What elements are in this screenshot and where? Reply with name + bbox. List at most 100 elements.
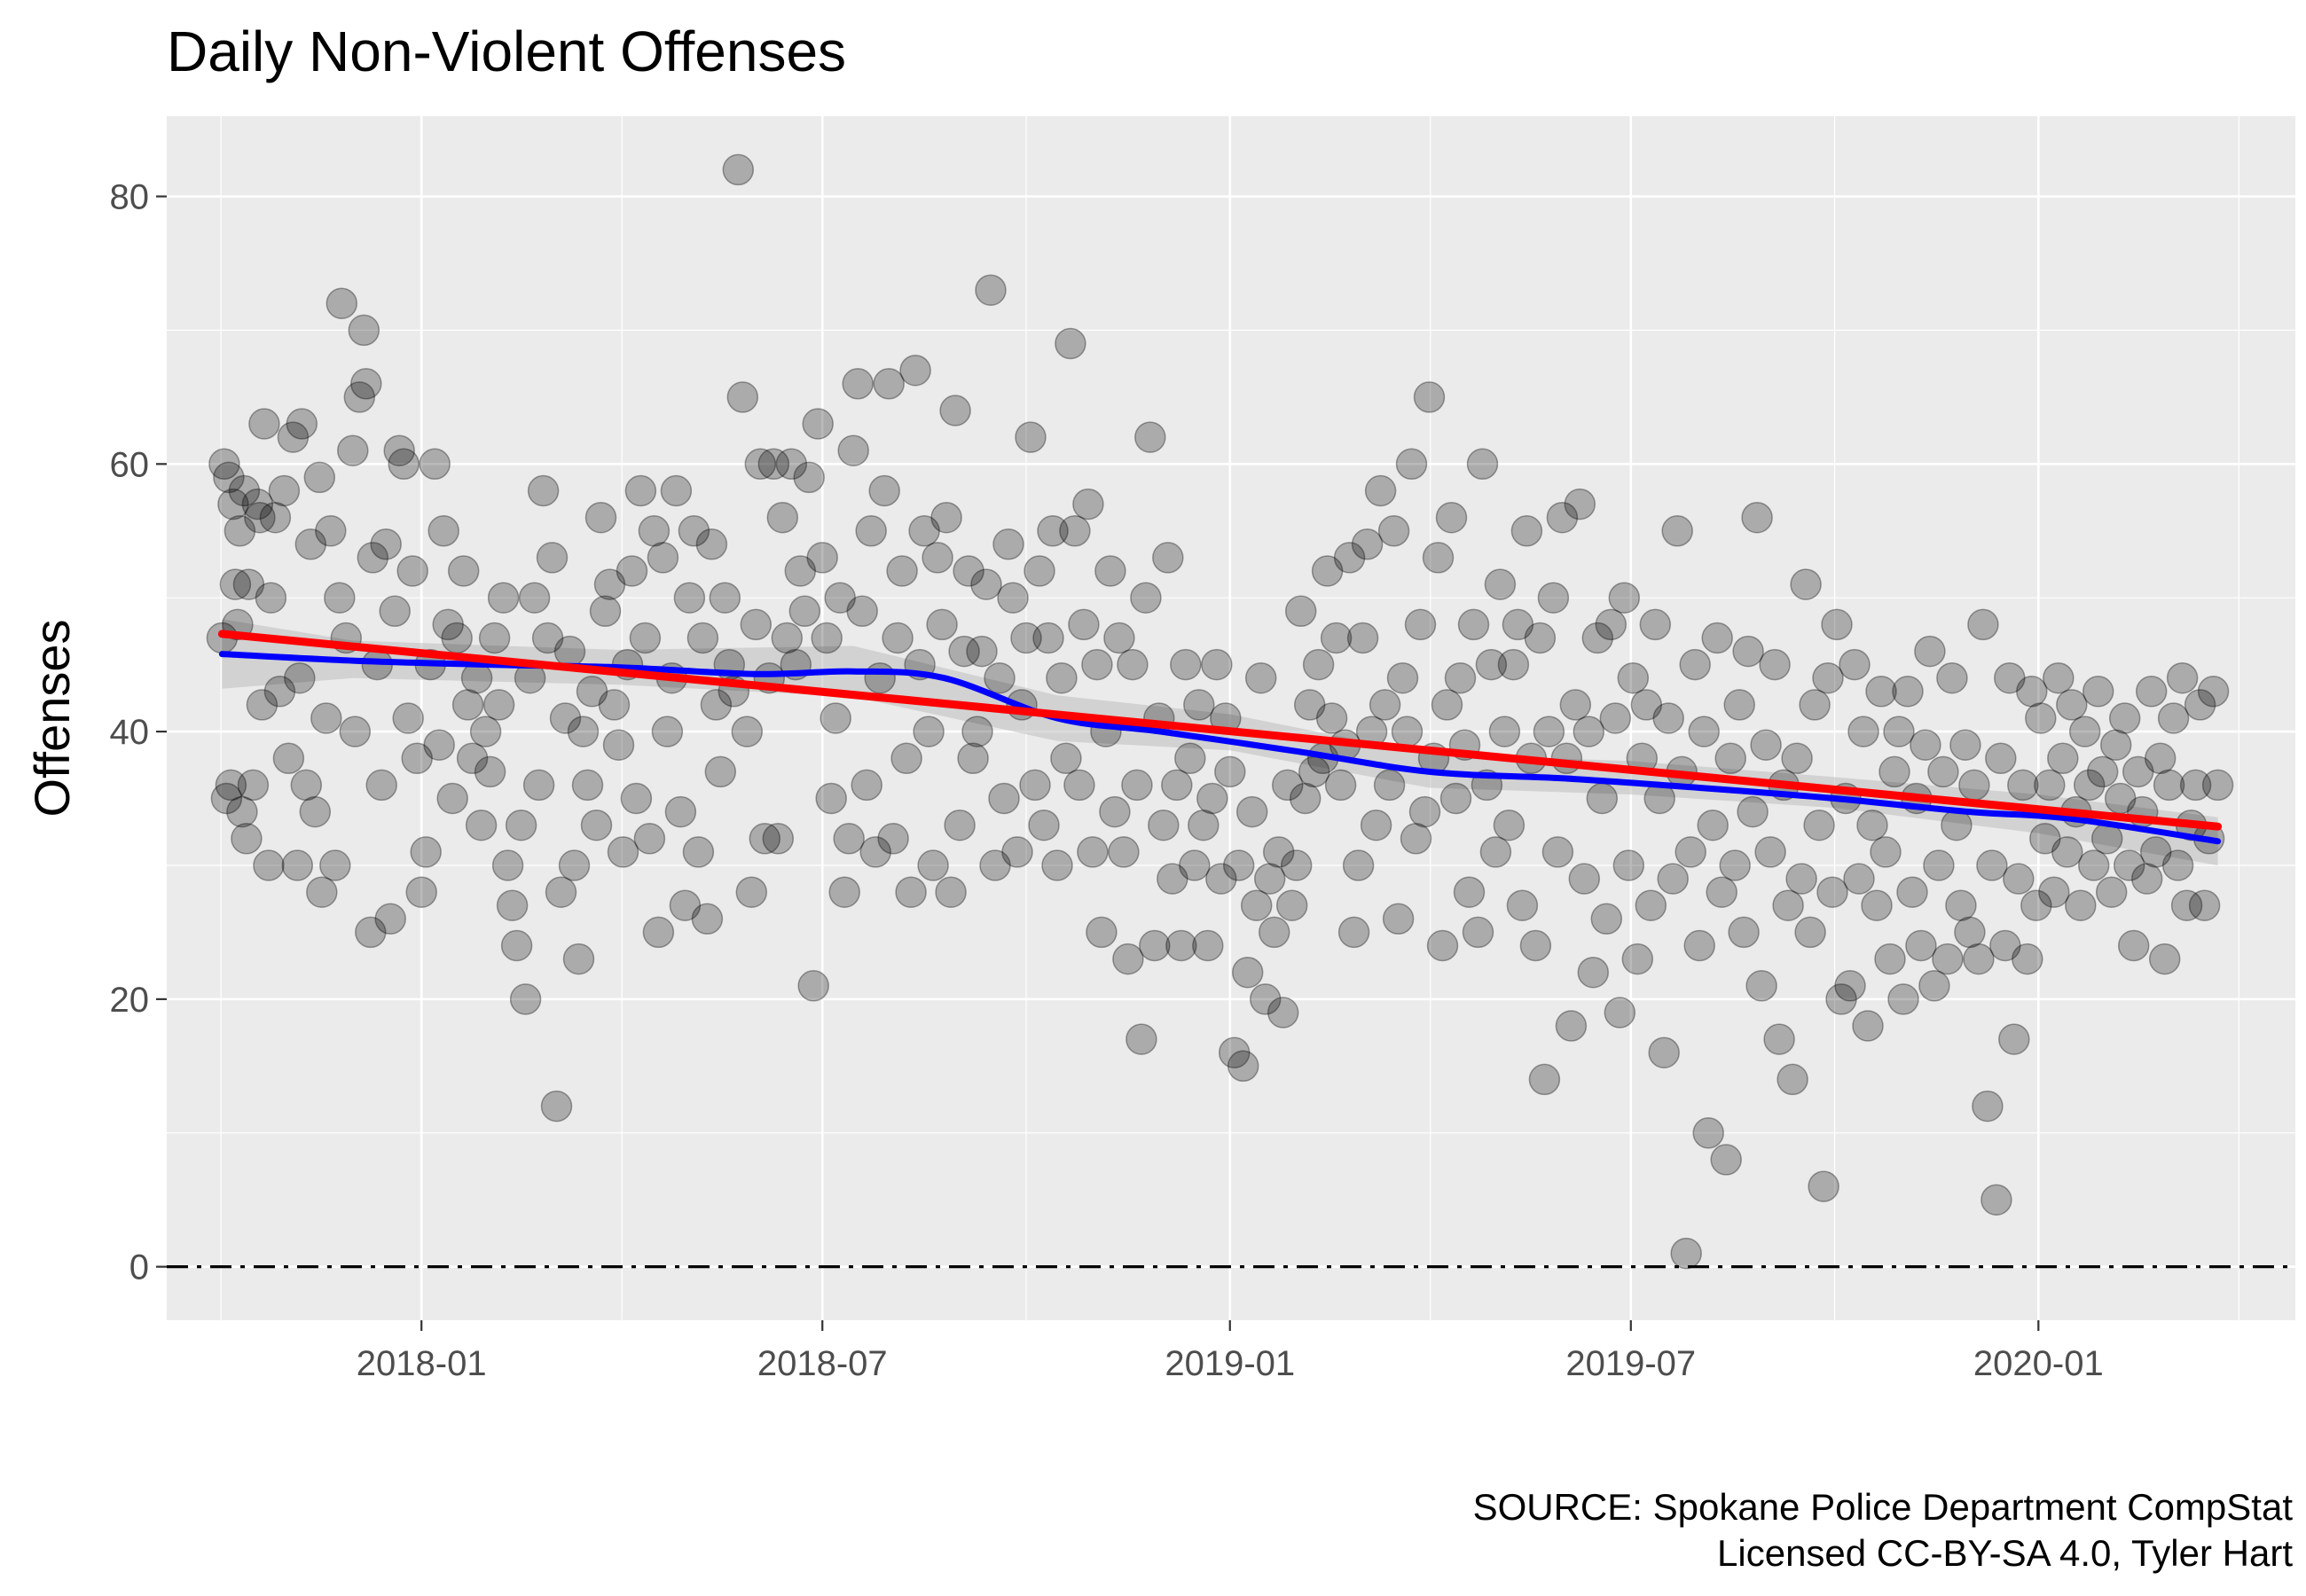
data-point	[1037, 515, 1069, 547]
data-point	[731, 716, 764, 747]
data-point	[2179, 769, 2212, 802]
data-point	[1218, 1037, 1251, 1068]
data-point	[405, 876, 437, 908]
data-point	[1373, 769, 1406, 802]
data-point	[811, 622, 843, 654]
data-point	[1271, 769, 1304, 802]
data-point	[2161, 849, 2194, 881]
data-point	[1462, 916, 1494, 949]
data-point	[1874, 943, 1906, 975]
data-point	[1794, 916, 1826, 949]
data-point	[1852, 1010, 1884, 1042]
data-point	[509, 983, 542, 1015]
data-point	[219, 568, 252, 600]
data-point	[1834, 970, 1866, 1002]
data-point	[1586, 782, 1619, 815]
data-point	[1351, 528, 1384, 560]
data-point	[1214, 755, 1246, 788]
data-point	[651, 716, 684, 747]
data-point	[1812, 661, 1844, 694]
y-tick-label: 40	[110, 713, 150, 752]
data-point	[1249, 983, 1282, 1015]
data-point	[1519, 929, 1552, 962]
data-point	[1320, 622, 1353, 654]
data-point	[1063, 769, 1095, 802]
data-point	[580, 809, 613, 841]
data-point	[1068, 608, 1100, 641]
data-point	[540, 1090, 573, 1123]
data-point	[478, 622, 511, 654]
data-point	[975, 274, 1007, 306]
data-point	[1121, 769, 1153, 802]
data-point	[984, 661, 1016, 694]
data-point	[2038, 876, 2070, 908]
data-point	[2025, 702, 2057, 734]
data-point	[1785, 863, 1817, 895]
data-point	[1360, 809, 1392, 841]
data-point	[2086, 755, 2119, 788]
data-point	[1422, 542, 1455, 574]
data-point	[1954, 916, 1986, 949]
data-point	[2166, 661, 2199, 694]
data-point	[788, 595, 821, 628]
data-point	[1284, 595, 1317, 628]
data-point	[589, 595, 622, 628]
data-point	[1196, 782, 1228, 815]
data-point	[1528, 1063, 1561, 1096]
data-point	[432, 608, 464, 641]
data-point	[465, 809, 498, 841]
x-tick-label: 2018-07	[757, 1344, 888, 1383]
data-point	[1581, 622, 1614, 654]
data-point	[1094, 555, 1126, 587]
data-point	[979, 849, 1011, 881]
data-point	[1843, 863, 1875, 895]
data-point	[2188, 889, 2221, 921]
data-point	[365, 769, 397, 802]
data-point	[1148, 809, 1180, 841]
data-point	[1861, 889, 1893, 921]
data-point	[873, 368, 905, 400]
data-point	[815, 782, 847, 815]
data-point	[496, 889, 529, 921]
data-point	[1324, 769, 1357, 802]
data-point	[2056, 689, 2088, 721]
data-point	[281, 849, 314, 881]
data-point	[1745, 970, 1777, 1002]
data-point	[935, 876, 967, 908]
data-point	[1936, 661, 1968, 694]
data-point	[215, 769, 247, 802]
data-point	[1577, 956, 1610, 989]
data-point	[647, 542, 679, 574]
data-point	[1311, 555, 1344, 587]
data-point	[268, 474, 301, 507]
data-point	[1050, 742, 1082, 775]
data-point	[1510, 515, 1543, 547]
data-point	[642, 916, 675, 949]
data-point	[348, 314, 380, 347]
data-point	[2012, 943, 2043, 975]
data-point	[948, 635, 980, 668]
caption-source: SOURCE: Spokane Police Department CompSt…	[1473, 1486, 2294, 1528]
data-point	[447, 555, 480, 587]
data-point	[1059, 515, 1091, 547]
data-point	[1856, 809, 1888, 841]
data-point	[678, 515, 710, 547]
data-point	[246, 689, 278, 721]
data-point	[1754, 836, 1786, 868]
data-point	[1621, 943, 1654, 975]
data-point	[1174, 742, 1206, 775]
data-point	[1910, 729, 1941, 761]
data-point	[1188, 809, 1220, 841]
data-point	[855, 515, 887, 547]
data-point	[1541, 836, 1574, 868]
data-point	[1315, 702, 1348, 734]
data-point	[1395, 448, 1428, 481]
data-point	[228, 474, 261, 507]
data-point	[1670, 1237, 1702, 1270]
y-axis: 0 20 40 60 80	[110, 178, 167, 1287]
data-point	[740, 608, 773, 641]
data-point	[339, 716, 372, 747]
data-point	[2068, 716, 2101, 747]
data-point	[232, 568, 265, 600]
data-point	[691, 903, 724, 935]
